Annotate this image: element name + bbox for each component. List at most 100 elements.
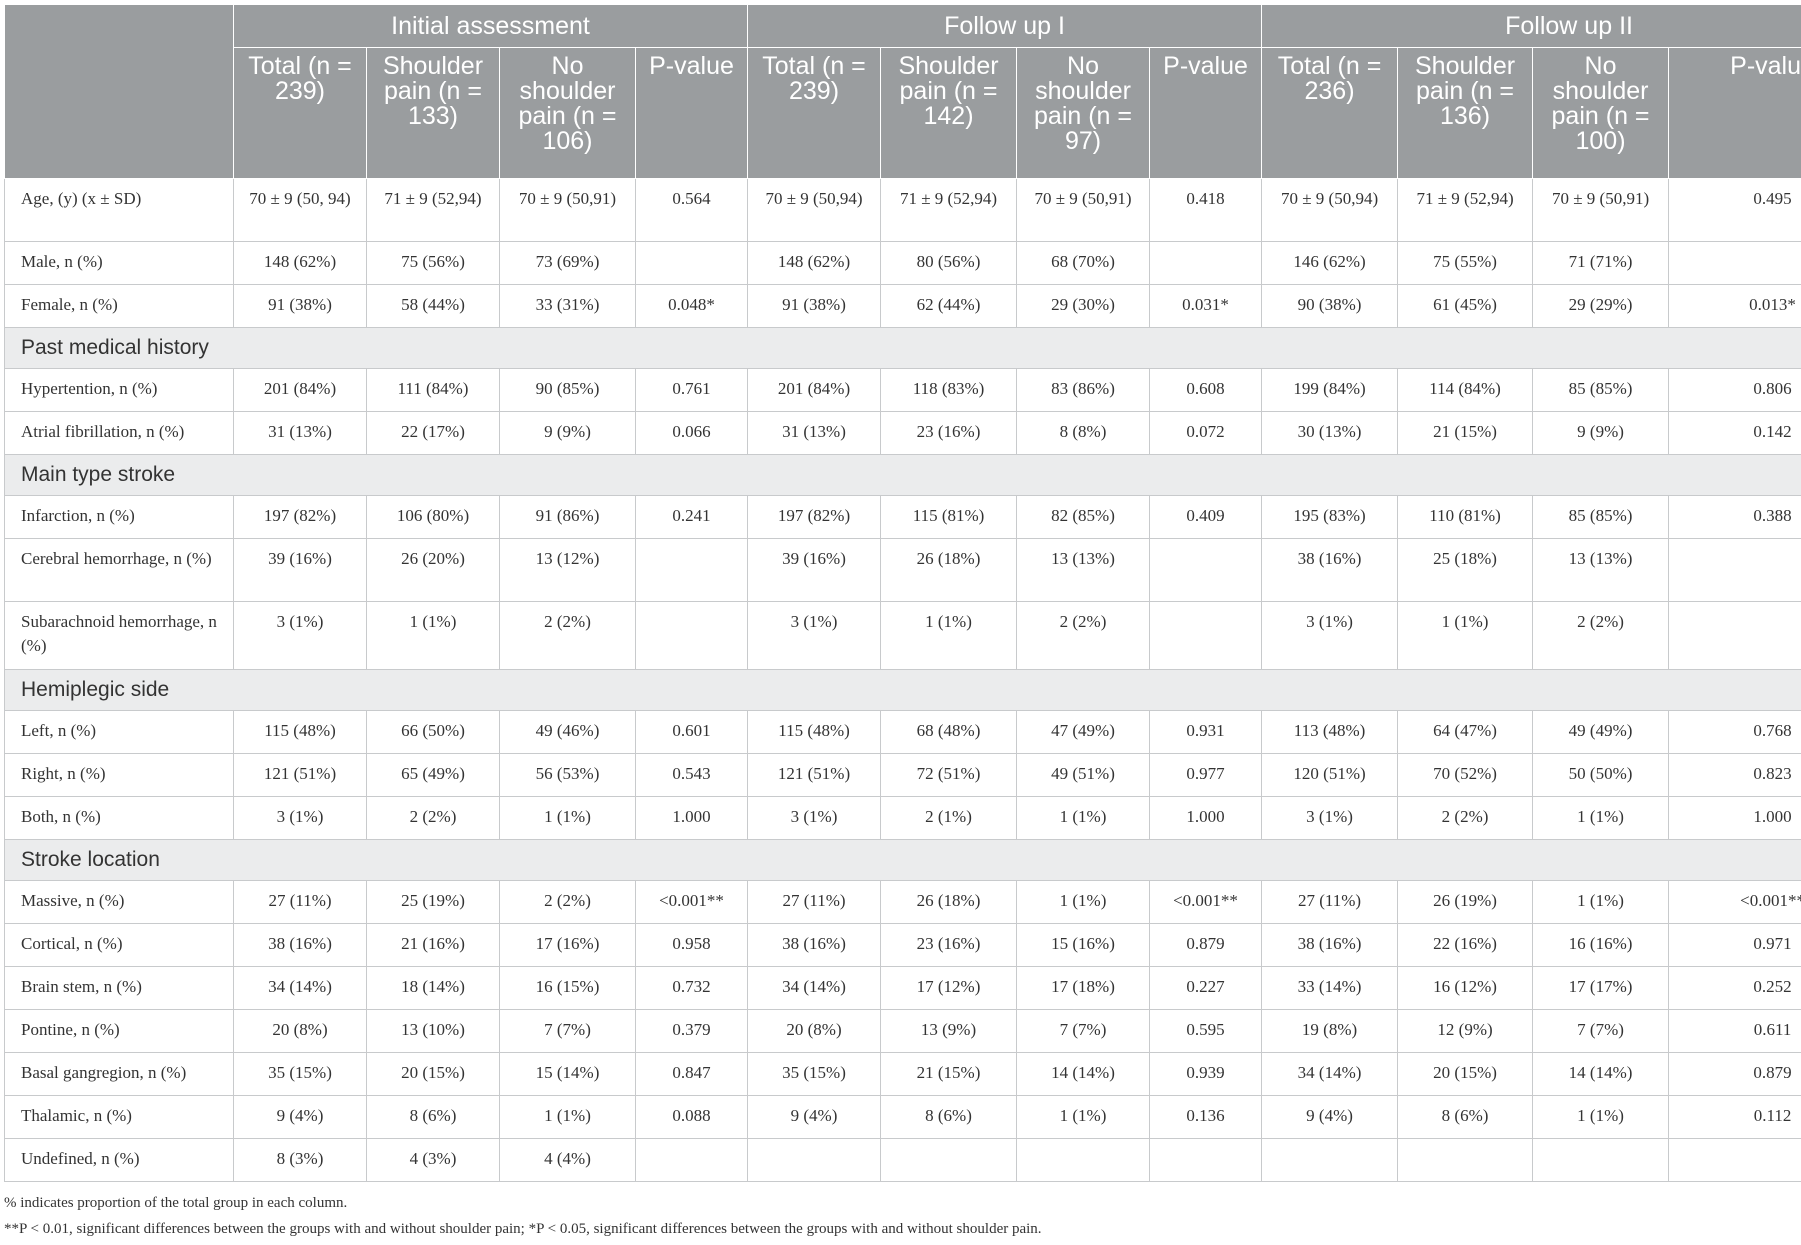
- table-row: Brain stem, n (%) 34 (14%) 18 (14%) 16 (15%…: [4, 966, 1801, 1010]
- table-container: Initial assessment Follow up I Follow up…: [3, 4, 1801, 1182]
- table-cell: 8 (6%): [880, 1095, 1018, 1139]
- table-cell: 121 (51%): [747, 753, 882, 797]
- section-label: Main type stroke: [3, 454, 1801, 496]
- table-cell: 0.879: [1149, 923, 1263, 967]
- table-cell: 1 (1%): [366, 601, 500, 670]
- row-label: Cortical, n (%): [4, 923, 234, 967]
- table-cell: 34 (14%): [233, 966, 367, 1010]
- table-cell: 70 ± 9 (50,94): [1261, 178, 1399, 242]
- table-cell: 73 (69%): [499, 241, 636, 285]
- table-cell: 71 (71%): [1532, 241, 1670, 285]
- table-cell: 3 (1%): [747, 601, 882, 670]
- table-cell: 0.977: [1149, 753, 1263, 797]
- table-row: Undefined, n (%) 8 (3%) 4 (3%) 4 (4%): [4, 1138, 1801, 1182]
- table-cell: 1.000: [634, 796, 749, 840]
- table-cell: 0.768: [1668, 710, 1801, 754]
- table-cell: 70 ± 9 (50,94): [747, 178, 882, 242]
- column-header: Total (n = 236): [1261, 47, 1399, 179]
- table-cell: 113 (48%): [1261, 710, 1399, 754]
- table-cell: 0.939: [1149, 1052, 1263, 1096]
- table-cell: <0.001**: [1149, 880, 1263, 924]
- table-cell: 18 (14%): [366, 966, 500, 1010]
- table-cell: 80 (56%): [880, 241, 1018, 285]
- table-cell: 23 (16%): [880, 411, 1018, 455]
- table-cell: 4 (4%): [499, 1138, 636, 1182]
- table-cell: 0.388: [1668, 495, 1801, 539]
- row-label: Basal gangregion, n (%): [4, 1052, 234, 1096]
- table-cell: 49 (51%): [1016, 753, 1151, 797]
- table-cell: 70 (52%): [1397, 753, 1534, 797]
- table-cell: 38 (16%): [1261, 538, 1399, 602]
- table-cell: 16 (16%): [1532, 923, 1670, 967]
- table-cell: 1 (1%): [1532, 796, 1670, 840]
- table-cell: 4 (3%): [366, 1138, 500, 1182]
- table-cell: 115 (48%): [747, 710, 882, 754]
- table-cell: 72 (51%): [880, 753, 1018, 797]
- table-cell: [1532, 1138, 1670, 1182]
- table-cell: 0.564: [634, 178, 749, 242]
- table-row: Atrial fibrillation, n (%) 31 (13%) 22 (17…: [4, 411, 1801, 455]
- table-cell: 39 (16%): [747, 538, 882, 602]
- table-cell: 146 (62%): [1261, 241, 1399, 285]
- table-cell: 197 (82%): [233, 495, 367, 539]
- table-cell: 0.136: [1149, 1095, 1263, 1139]
- footnote-significance: **P < 0.01, significant differences betw…: [4, 1221, 1042, 1237]
- table-cell: 120 (51%): [1261, 753, 1399, 797]
- table-cell: [1149, 538, 1263, 602]
- table-cell: [1016, 1138, 1151, 1182]
- row-label: Cerebral hemorrhage, n (%): [4, 538, 234, 602]
- table-cell: 49 (49%): [1532, 710, 1670, 754]
- table-cell: 21 (16%): [366, 923, 500, 967]
- section-row: Hemiplegic side: [3, 669, 1801, 711]
- table-cell: 8 (6%): [366, 1095, 500, 1139]
- row-label: Undefined, n (%): [4, 1138, 234, 1182]
- table-cell: 16 (12%): [1397, 966, 1534, 1010]
- column-header: No shoulder pain (n = 100): [1532, 47, 1670, 179]
- table-cell: [880, 1138, 1018, 1182]
- table-cell: 49 (46%): [499, 710, 636, 754]
- table-cell: [747, 1138, 882, 1182]
- table-cell: 21 (15%): [1397, 411, 1534, 455]
- table-cell: 91 (38%): [233, 284, 367, 328]
- table-cell: 0.879: [1668, 1052, 1801, 1096]
- table-cell: 197 (82%): [747, 495, 882, 539]
- column-header: Shoulder pain (n = 133): [366, 47, 500, 179]
- table-cell: [1668, 1138, 1801, 1182]
- table-cell: 26 (19%): [1397, 880, 1534, 924]
- table-cell: 26 (20%): [366, 538, 500, 602]
- table-cell: 7 (7%): [1016, 1009, 1151, 1053]
- row-label: Infarction, n (%): [4, 495, 234, 539]
- table-cell: 26 (18%): [880, 538, 1018, 602]
- table-cell: 70 ± 9 (50,91): [1532, 178, 1670, 242]
- table-cell: 1 (1%): [1532, 880, 1670, 924]
- table-cell: 20 (8%): [747, 1009, 882, 1053]
- table-cell: 8 (8%): [1016, 411, 1151, 455]
- table-cell: 70 ± 9 (50,91): [499, 178, 636, 242]
- table-cell: 2 (2%): [1532, 601, 1670, 670]
- table-cell: 65 (49%): [366, 753, 500, 797]
- table-row: Female, n (%) 91 (38%) 58 (44%) 33 (31%) 0.0…: [4, 284, 1801, 328]
- table-cell: 22 (17%): [366, 411, 500, 455]
- table-cell: 61 (45%): [1397, 284, 1534, 328]
- table-cell: 3 (1%): [1261, 796, 1399, 840]
- row-label: Hypertention, n (%): [4, 368, 234, 412]
- section-row: Past medical history: [3, 327, 1801, 369]
- table-cell: 64 (47%): [1397, 710, 1534, 754]
- table-cell: 9 (4%): [233, 1095, 367, 1139]
- table-cell: 0.031*: [1149, 284, 1263, 328]
- table-cell: 27 (11%): [747, 880, 882, 924]
- table-row: Age, (y) (x ± SD) 70 ± 9 (50, 94) 71 ± 9 (…: [4, 178, 1801, 242]
- row-label: Left, n (%): [4, 710, 234, 754]
- table-cell: 90 (38%): [1261, 284, 1399, 328]
- table-cell: 2 (2%): [1397, 796, 1534, 840]
- row-label: Right, n (%): [4, 753, 234, 797]
- table-cell: 29 (30%): [1016, 284, 1151, 328]
- table-cell: 7 (7%): [1532, 1009, 1670, 1053]
- table-cell: 1 (1%): [499, 796, 636, 840]
- column-header: P-value: [1668, 47, 1801, 179]
- table-cell: 1.000: [1668, 796, 1801, 840]
- table-cell: 26 (18%): [880, 880, 1018, 924]
- table-row: Male, n (%) 148 (62%) 75 (56%) 73 (69%) 148 …: [4, 241, 1801, 285]
- table-cell: 82 (85%): [1016, 495, 1151, 539]
- table-row: Hypertention, n (%) 201 (84%) 111 (84%) 90 …: [4, 368, 1801, 412]
